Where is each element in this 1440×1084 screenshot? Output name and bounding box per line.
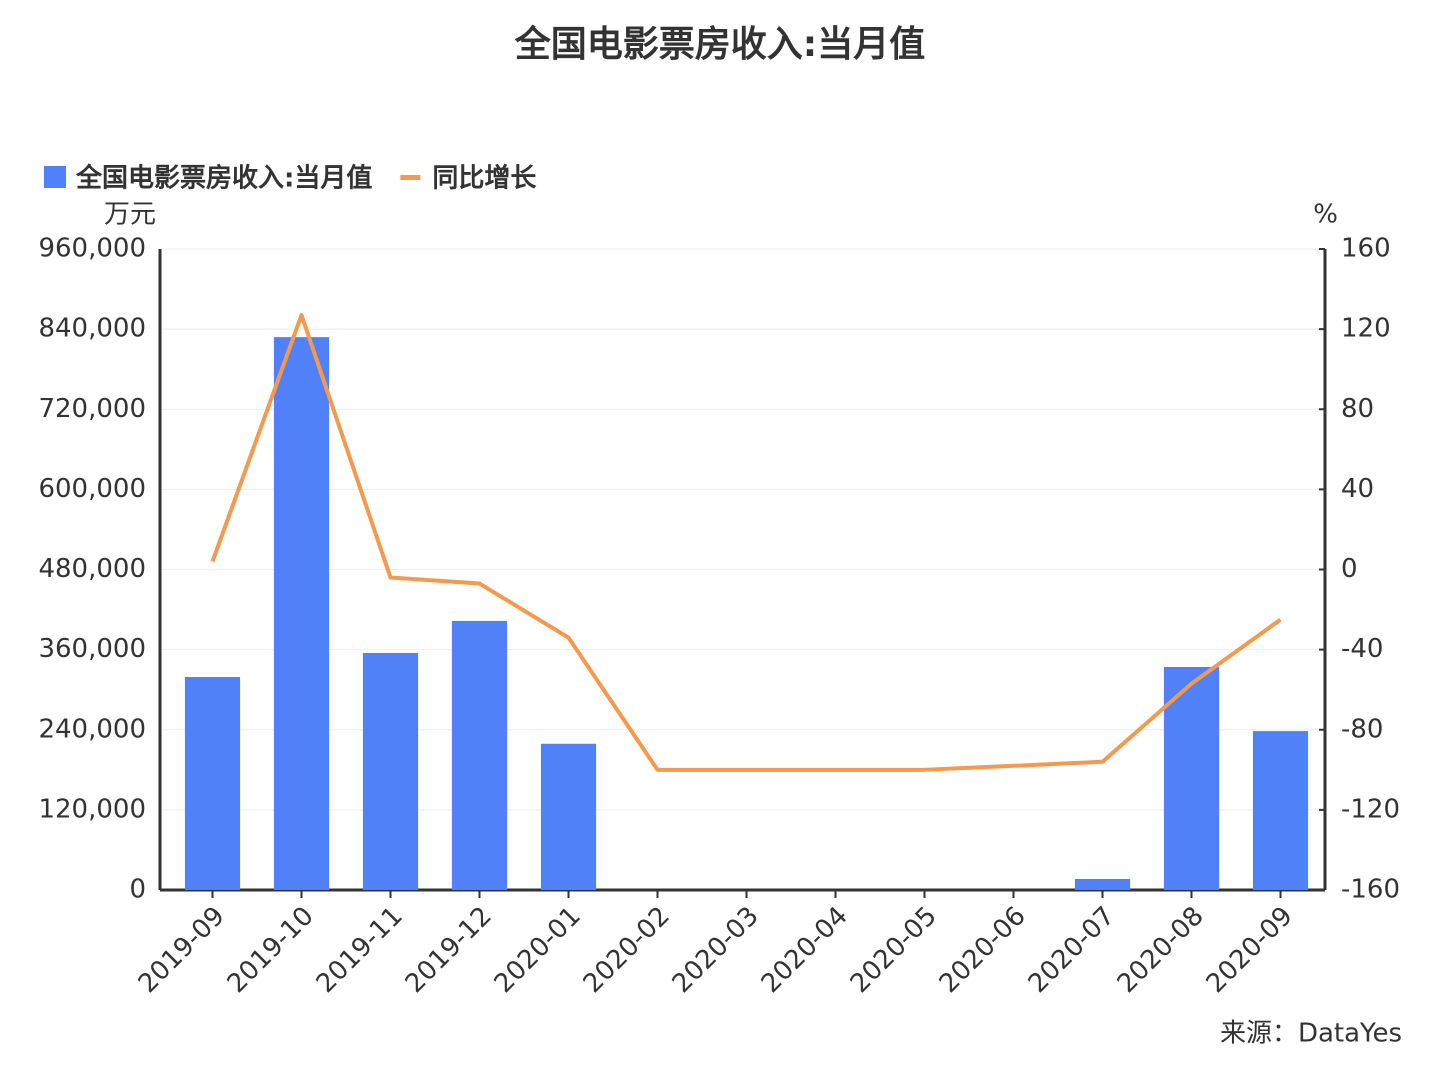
y-tick-label: 480,000 xyxy=(38,554,146,584)
bar xyxy=(540,743,597,890)
bar xyxy=(184,677,241,890)
y-tick-label: 720,000 xyxy=(38,394,146,424)
x-tick-label: 2020-09 xyxy=(1201,901,1299,999)
y2-tick-label: 160 xyxy=(1341,234,1391,264)
y-axis-unit: 万元 xyxy=(104,200,156,230)
x-tick-label: 2019-09 xyxy=(133,901,231,999)
x-tick-label: 2019-10 xyxy=(222,901,320,999)
y2-tick-label: -80 xyxy=(1341,714,1383,744)
y-tick-label: 0 xyxy=(129,875,146,905)
x-tick-label: 2020-01 xyxy=(489,901,587,999)
line xyxy=(210,313,1282,772)
bar xyxy=(1163,666,1220,890)
x-tick-label: 2020-03 xyxy=(667,901,765,999)
x-tick-label: 2020-08 xyxy=(1112,901,1210,999)
x-tick-label: 2019-11 xyxy=(311,901,409,999)
y2-tick-label: 120 xyxy=(1341,314,1391,344)
y-tick-label: 960,000 xyxy=(38,234,146,264)
bar xyxy=(273,337,330,890)
x-tick-label: 2020-06 xyxy=(934,901,1032,999)
bar xyxy=(451,620,508,890)
x-tick-label: 2020-05 xyxy=(845,901,943,999)
y2-tick-label: -120 xyxy=(1341,794,1400,824)
y-tick-label: 120,000 xyxy=(38,794,146,824)
y-tick-label: 600,000 xyxy=(38,474,146,504)
legend-label: 全国电影票房收入:当月值 xyxy=(75,163,372,194)
source: 来源：DataYes xyxy=(1220,1019,1402,1049)
y2-tick-label: 80 xyxy=(1341,394,1374,424)
chart-title: 全国电影票房收入:当月值 xyxy=(514,23,925,65)
x-tick-label: 2019-12 xyxy=(400,901,498,999)
bar xyxy=(1252,731,1309,890)
x-tick-label: 2020-04 xyxy=(756,901,854,999)
y2-tick-label: -160 xyxy=(1341,875,1400,905)
y-tick-label: 840,000 xyxy=(38,314,146,344)
legend-label: 同比增长 xyxy=(432,163,537,194)
legend-swatch xyxy=(400,175,421,180)
y2-tick-label: 0 xyxy=(1341,554,1358,584)
bar xyxy=(362,652,419,890)
legend-swatch xyxy=(44,166,66,188)
x-tick-label: 2020-02 xyxy=(578,901,676,999)
bar xyxy=(1074,878,1131,890)
y-tick-label: 240,000 xyxy=(38,714,146,744)
y2-tick-label: 40 xyxy=(1341,474,1374,504)
y-tick-label: 360,000 xyxy=(38,634,146,664)
y2-tick-label: -40 xyxy=(1341,634,1383,664)
x-tick-label: 2020-07 xyxy=(1023,901,1121,999)
y2-axis-unit: % xyxy=(1313,200,1338,230)
